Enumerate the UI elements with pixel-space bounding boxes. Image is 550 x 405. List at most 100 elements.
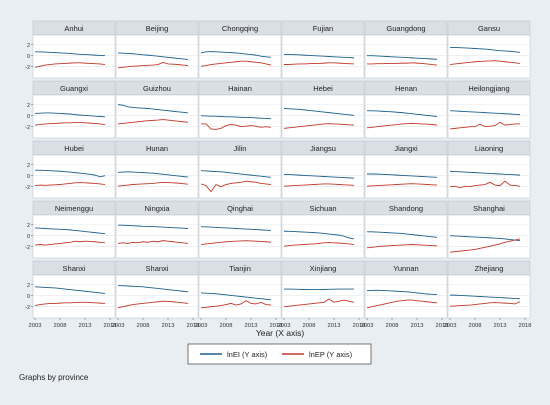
panel-plot-area [281,94,365,139]
panel-title: Hunan [146,144,168,153]
panel-plot-area [364,274,448,319]
panel-jiangxi-16: Jiangxi [364,140,448,199]
x-tick-label: 2008 [54,323,67,329]
series-line-lnep [449,301,521,307]
x-tick-label: 2003 [112,323,125,329]
series-line-lnei [200,170,272,178]
panel-title: Guangxi [60,84,88,93]
legend-label-lnei: lnEI (Y axis) [227,350,268,359]
series-line-lnep [34,122,106,126]
panel-plot-area [364,34,448,79]
panel-plot-area [32,34,116,79]
series-line-lnep [449,60,521,65]
panel-zhejiang-29: Zhejiang [447,260,531,319]
panel-plot-area [447,94,531,139]
y-tick-label: 2 [27,223,30,229]
x-tick-label: 2008 [386,323,399,329]
panel-title: Fujian [313,24,333,33]
x-tick-label: 2003 [361,323,374,329]
series-line-lnep [449,238,521,253]
series-line-lnei [449,170,521,176]
panel-jilin-14: Jilin [198,140,282,199]
panel-title: Jilin [234,144,247,153]
panel-plot-area [115,274,199,319]
panel-neimenggu-18: Neimenggu 2 0 -2 [25,200,116,259]
x-tick-label: 2008 [137,323,150,329]
panel-guizhou-7: Guizhou [115,80,199,139]
series-line-lnep [34,240,106,246]
panel-beijing-1: Beijing [115,20,199,79]
panel-hubei-12: Hubei 2 0 -2 [25,140,116,199]
panel-xinjiang-27: Xinjiang [281,260,365,319]
panel-hunan-13: Hunan [115,140,199,199]
series-line-lnep [449,121,520,130]
series-line-lnep [34,301,106,307]
series-line-lnep [283,123,355,129]
x-tick-label: 2013 [162,323,175,329]
series-line-lnep [366,244,438,249]
series-line-lnep [117,181,189,187]
y-tick-label: -2 [25,305,30,311]
series-line-lnei [200,292,272,301]
y-tick-label: -2 [25,125,30,131]
panel-liaoning-17: Liaoning [447,140,531,199]
series-line-lnep [200,180,272,193]
panel-plot-area [447,34,531,79]
panel-yunnan-28: Yunnan [364,260,448,319]
panel-ningxia-19: Ningxia [115,200,199,259]
panel-shanghai-23: Shanghai [447,200,531,259]
y-tick-label: 0 [27,294,30,300]
series-line-lnei [118,285,189,293]
series-line-lnei [201,226,272,231]
x-tick-label: 2018 [104,323,117,329]
panel-tianjin-26: Tianjin [198,260,282,319]
panel-title: Yunnan [393,264,418,273]
panel-guangdong-4: Guangdong [364,20,448,79]
panel-title: Chongqing [222,24,258,33]
panel-title: Heilongjiang [468,84,509,93]
panel-chongqing-2: Chongqing [198,20,282,79]
x-tick-label: 2018 [353,323,366,329]
series-line-lnei [34,286,106,294]
x-tick-label: 2018 [519,323,532,329]
panel-title: Hebei [313,84,333,93]
panel-title: Qinghai [227,204,253,213]
panel-anhui-0: Anhui 2 0 -2 [25,20,116,79]
panel-title: Ningxia [144,204,170,213]
panel-hebei-9: Hebei [281,80,365,139]
series-line-lnep [284,62,355,65]
panel-plot-area [281,214,365,259]
panel-hainan-8: Hainan [198,80,282,139]
x-tick-label: 2008 [220,323,233,329]
y-tick-label: 0 [27,234,30,240]
y-tick-label: -2 [25,65,30,71]
series-line-lnei [117,171,189,178]
panel-plot-area [32,274,116,319]
panel-title: Sichuan [309,204,336,213]
panel-qinghai-20: Qinghai [198,200,282,259]
series-line-lnep [449,180,521,189]
series-line-lnei [34,112,106,118]
series-line-lnep [117,300,189,309]
x-tick-label: 2008 [469,323,482,329]
series-line-lnep [201,123,272,130]
x-tick-label: 2003 [29,323,42,329]
panel-title: Henan [395,84,417,93]
x-tick-label: 2013 [494,323,507,329]
x-tick-label: 2018 [436,323,449,329]
x-tick-label: 2013 [328,323,341,329]
panel-title: Jiangxi [394,144,418,153]
panel-gansu-5: Gansu [447,20,531,79]
series-line-lnep [34,182,106,187]
panel-title: Gansu [478,24,500,33]
panel-title: Anhui [64,24,84,33]
series-line-lnei [449,235,521,242]
series-line-lnei [200,115,272,120]
series-line-lnep [117,240,189,244]
panel-plot-area [115,214,199,259]
panel-title: Shanxi [63,264,86,273]
series-line-lnep [366,122,438,129]
panel-plot-area [364,154,448,199]
series-line-lnei [367,231,438,238]
